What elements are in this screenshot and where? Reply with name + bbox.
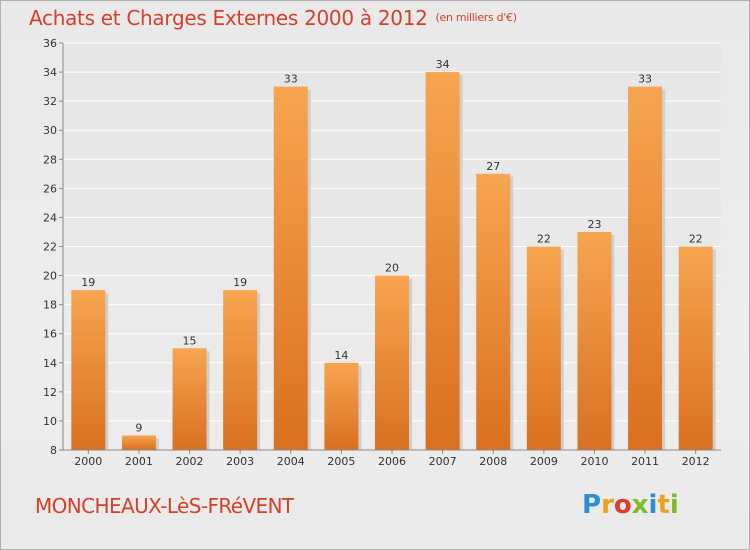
x-tick-label: 2004 [277,455,305,468]
bar-value-label: 27 [486,160,500,173]
x-tick-label: 2006 [378,455,406,468]
bar [223,290,258,450]
logo-letter: r [601,490,614,520]
x-tick-label: 2011 [631,455,659,468]
y-tick-label: 34 [43,66,57,79]
y-tick-label: 36 [43,37,57,50]
bar-value-label: 15 [183,334,197,347]
y-tick-label: 24 [43,211,57,224]
bar [526,246,561,450]
y-tick-label: 22 [43,241,57,254]
logo-letter: i [648,490,658,520]
bar [425,72,460,451]
bar [273,86,308,450]
x-tick-label: 2009 [530,455,558,468]
x-tick-label: 2002 [176,455,204,468]
bar-value-label: 23 [587,218,601,231]
y-tick-label: 14 [43,357,57,370]
bar [375,275,409,450]
chart-unit: (en milliers d'€) [435,11,517,24]
bar [628,86,663,450]
logo-letter: i [669,490,679,520]
bar-value-label: 19 [233,276,247,289]
bar-value-label: 33 [638,73,652,86]
bar-value-label: 22 [689,233,703,246]
y-tick-label: 32 [43,95,57,108]
y-tick-label: 16 [43,328,57,341]
x-tick-label: 2007 [429,455,457,468]
bar-value-label: 33 [284,73,298,86]
bar [121,435,156,450]
x-tick-label: 2010 [580,455,608,468]
commune-name: MONCHEAUX-LèS-FRéVENT [35,494,294,518]
y-tick-label: 8 [50,444,57,457]
x-tick-label: 2000 [74,455,102,468]
bar-value-label: 19 [81,276,95,289]
y-axis: 8 10 12 14 16 18 20 22 24 26 28 30 32 34 36 [43,37,64,457]
chart-title: Achats et Charges Externes 2000 à 2012 (e… [29,6,517,30]
bar [678,246,713,450]
chart-title-text: Achats et Charges Externes 2000 à 2012 [29,6,428,30]
bar-value-label: 9 [135,421,142,434]
y-tick-label: 30 [43,124,57,137]
y-tick-label: 18 [43,299,57,312]
x-tick-label: 2012 [682,455,710,468]
x-tick-label: 2005 [327,455,355,468]
bar [577,231,612,450]
y-tick-label: 28 [43,153,57,166]
x-tick-label: 2001 [125,455,153,468]
logo-letter: o [613,490,632,520]
logo-letter: P [582,490,602,520]
x-tick-label: 2003 [226,455,254,468]
x-tick-label: 2008 [479,455,507,468]
bar-value-label: 20 [385,262,399,275]
bar-value-label: 14 [334,349,348,362]
bar-value-label: 22 [537,233,551,246]
bar [476,173,511,451]
bar-value-label: 34 [436,58,450,71]
bar [172,348,207,450]
y-tick-label: 26 [43,182,57,195]
y-tick-label: 10 [43,415,57,428]
bar [71,290,106,450]
proxiti-logo: Proxiti [582,490,679,520]
logo-letter: x [631,490,649,520]
y-tick-label: 20 [43,270,57,283]
x-axis: 2000 2001 2002 2003 2004 2005 2006 2007 2008 2009… [63,449,721,468]
logo-letter: t [657,490,670,520]
bar [324,362,359,450]
bars: 19 9 15 19 33 14 20 34 27 22 23 33 22 [71,58,716,451]
y-tick-label: 12 [43,386,57,399]
